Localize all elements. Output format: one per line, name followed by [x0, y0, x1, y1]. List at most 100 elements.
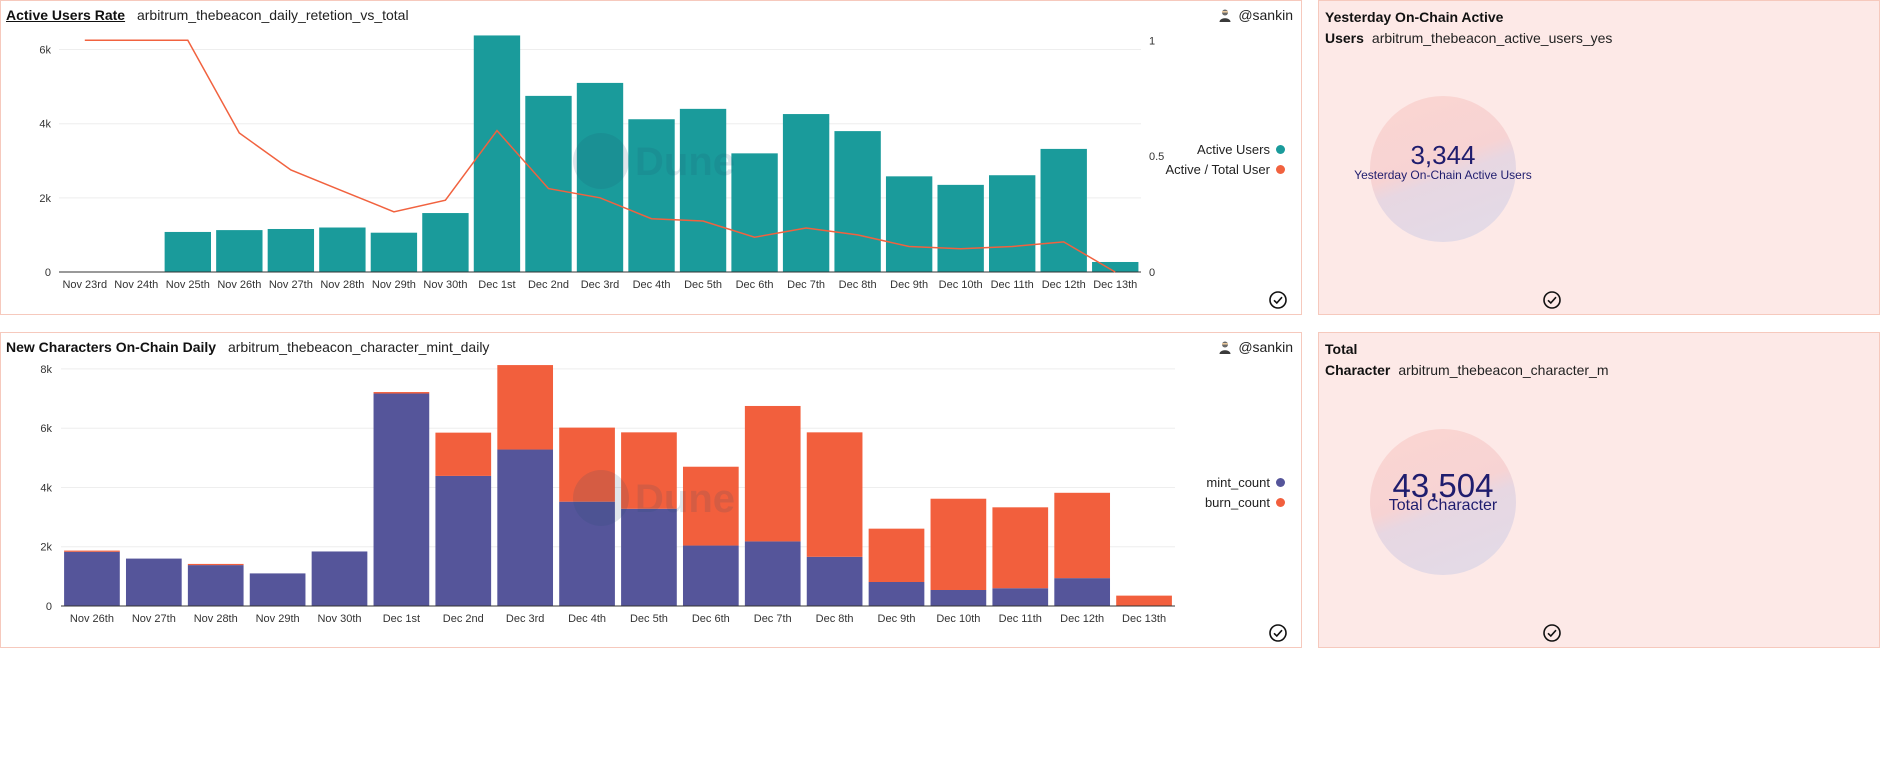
- bar-active-users: [164, 231, 211, 272]
- legend-item-active-users[interactable]: Active Users: [1165, 139, 1285, 159]
- counter-circle: [1370, 429, 1516, 575]
- y2-tick-label: 0: [1149, 267, 1155, 279]
- bar-burn-count: [992, 507, 1049, 589]
- bar-mint-count: [682, 545, 739, 606]
- check-circle-icon[interactable]: [1268, 623, 1288, 643]
- query-name: arbitrum_thebeacon_character_m: [1398, 362, 1609, 378]
- bar-mint-count: [249, 573, 306, 606]
- chart-legend: mint_count burn_count: [1205, 472, 1285, 512]
- new-characters-panel: New Characters On-Chain Daily arbitrum_t…: [0, 332, 1302, 648]
- y-tick-label: 0: [45, 267, 51, 279]
- dune-watermark: Dune: [573, 470, 735, 526]
- bar-active-users: [1040, 148, 1087, 272]
- bar-burn-count: [497, 365, 554, 450]
- x-tick-label-nov-28th: Nov 28th: [320, 279, 364, 291]
- bar-active-users: [525, 95, 572, 272]
- x-tick-label-dec-8th: Dec 8th: [839, 279, 877, 291]
- x-tick-label-nov-30th: Nov 30th: [317, 613, 361, 625]
- x-tick-label-nov-27th: Nov 27th: [269, 279, 313, 291]
- author-badge[interactable]: @sankin: [1218, 7, 1293, 23]
- bar-active-users: [731, 153, 778, 272]
- x-tick-label-nov-28th: Nov 28th: [194, 613, 238, 625]
- bar-burn-count: [930, 498, 987, 590]
- counter-title-line1[interactable]: Yesterday On-Chain Active: [1325, 9, 1504, 25]
- author-badge[interactable]: @sankin: [1218, 339, 1293, 355]
- bar-active-users: [370, 232, 418, 272]
- bar-burn-count: [806, 432, 863, 557]
- x-tick-label-dec-10th: Dec 10th: [939, 279, 983, 291]
- y2-tick-label: 0.5: [1149, 151, 1164, 163]
- x-tick-label-dec-12th: Dec 12th: [1060, 613, 1104, 625]
- x-tick-label-nov-26th: Nov 26th: [217, 279, 261, 291]
- bar-active-users: [989, 175, 1036, 272]
- bar-mint-count: [744, 541, 801, 606]
- panel-title-link[interactable]: Active Users Rate: [6, 7, 126, 23]
- bar-active-users: [319, 227, 366, 272]
- dune-logo-icon: [573, 133, 629, 189]
- x-tick-label-dec-11th: Dec 11th: [999, 613, 1042, 625]
- check-circle-icon[interactable]: [1542, 623, 1562, 643]
- bar-mint-count: [868, 581, 925, 606]
- panel-title[interactable]: New Characters On-Chain Daily: [6, 339, 217, 355]
- bar-active-users: [473, 35, 521, 272]
- dune-watermark: Dune: [573, 133, 735, 189]
- check-circle-icon[interactable]: [1268, 290, 1288, 310]
- check-circle-icon[interactable]: [1542, 290, 1562, 310]
- counter-value: 3,344: [1410, 140, 1476, 170]
- legend-item-mint-count[interactable]: mint_count: [1205, 472, 1285, 492]
- x-tick-label-dec-2nd: Dec 2nd: [528, 279, 569, 291]
- bar-burn-count: [621, 432, 677, 509]
- legend-item-active-total[interactable]: Active / Total User: [1165, 159, 1285, 179]
- legend-label: Active / Total User: [1165, 161, 1270, 177]
- bar-active-users: [576, 82, 624, 273]
- bar-active-users: [937, 184, 984, 272]
- x-tick-label-nov-29th: Nov 29th: [372, 279, 416, 291]
- avatar-icon: [1219, 341, 1231, 354]
- x-tick-label-nov-23rd: Nov 23rd: [62, 279, 107, 291]
- bar-burn-count: [744, 405, 801, 542]
- query-name: arbitrum_thebeacon_active_users_yes: [1371, 30, 1613, 46]
- bar-burn-count: [868, 528, 925, 582]
- bar-active-users: [679, 108, 727, 272]
- counter-circle: [1370, 96, 1516, 242]
- x-tick-label-dec-10th: Dec 10th: [936, 613, 980, 625]
- bar-active-users: [628, 119, 675, 273]
- legend-label: mint_count: [1206, 474, 1270, 490]
- bar-active-users: [267, 228, 315, 272]
- dune-watermark-text: Dune: [635, 477, 735, 521]
- y-tick-label: 2k: [40, 542, 52, 554]
- dune-logo-icon: [573, 470, 629, 526]
- chart-legend: Active Users Active / Total User: [1165, 139, 1285, 179]
- counter-title-line2[interactable]: Character: [1325, 362, 1391, 378]
- x-tick-label-dec-13th: Dec 13th: [1122, 613, 1166, 625]
- x-tick-label-dec-9th: Dec 9th: [878, 613, 916, 625]
- counter-title-line2[interactable]: Users: [1325, 30, 1364, 46]
- x-tick-label-dec-1st: Dec 1st: [478, 279, 515, 291]
- x-tick-label-nov-26th: Nov 26th: [70, 613, 114, 625]
- bar-burn-count: [187, 563, 244, 566]
- bar-active-users: [216, 230, 263, 272]
- x-tick-label-dec-13th: Dec 13th: [1093, 279, 1137, 291]
- bar-mint-count: [559, 501, 615, 606]
- bar-active-users: [885, 176, 933, 272]
- y-tick-label: 4k: [40, 482, 52, 494]
- legend-item-burn-count[interactable]: burn_count: [1205, 492, 1285, 512]
- counter-label: Yesterday On-Chain Active Users: [1354, 168, 1532, 182]
- bar-active-users: [834, 131, 881, 272]
- x-tick-label-dec-12th: Dec 12th: [1042, 279, 1086, 291]
- x-tick-label-dec-7th: Dec 7th: [754, 613, 792, 625]
- counter-title-line1[interactable]: Total: [1325, 341, 1358, 357]
- bar-active-users: [1092, 261, 1139, 272]
- counter-label: Total Character: [1388, 497, 1498, 514]
- dune-watermark-text: Dune: [635, 140, 735, 184]
- bar-mint-count: [311, 551, 368, 606]
- bar-mint-count: [1054, 578, 1111, 606]
- bar-active-users: [782, 114, 830, 272]
- line-active-total-ratio: [84, 39, 1116, 273]
- bar-burn-count: [1054, 492, 1111, 579]
- bar-mint-count: [621, 508, 677, 606]
- x-tick-label-dec-11th: Dec 11th: [991, 279, 1034, 291]
- bar-mint-count: [64, 551, 120, 606]
- x-tick-label-dec-8th: Dec 8th: [816, 613, 854, 625]
- bar-burn-count: [559, 427, 615, 502]
